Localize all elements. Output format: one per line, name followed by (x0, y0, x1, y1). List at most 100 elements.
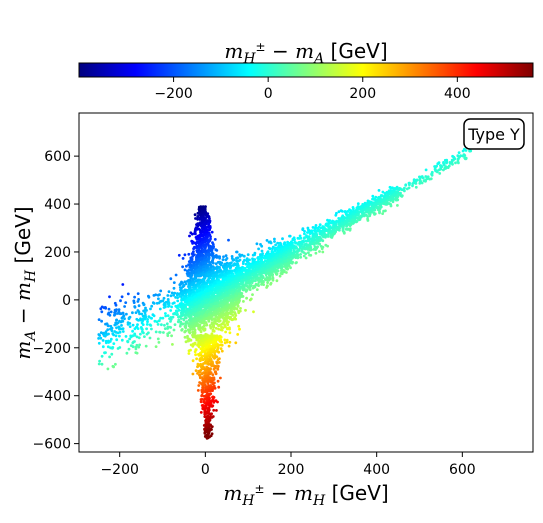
scatter-point (216, 289, 220, 293)
scatter-point (385, 190, 389, 194)
scatter-point (258, 263, 262, 267)
scatter-point (288, 261, 292, 264)
scatter-point (391, 200, 395, 204)
scatter-point (204, 295, 208, 298)
scatter-point (382, 195, 386, 199)
colorbar-tick-label: −200 (154, 86, 192, 102)
scatter-point (110, 326, 114, 330)
scatter-point (222, 280, 225, 284)
scatter-point (356, 213, 360, 217)
scatter-point (292, 236, 296, 240)
scatter-point (285, 243, 288, 247)
scatter-point (237, 277, 240, 280)
scatter-point (240, 294, 244, 298)
scatter-point (289, 266, 292, 270)
scatter-point (197, 312, 201, 316)
scatter-point (248, 288, 252, 291)
scatter-point (259, 279, 263, 283)
scatter-point (274, 261, 278, 265)
scatter-point (106, 345, 110, 349)
scatter-point (366, 219, 370, 222)
scatter-point (144, 313, 147, 317)
scatter-point (124, 301, 128, 304)
scatter-point (329, 229, 333, 233)
scatter-point (97, 333, 101, 336)
scatter-point (217, 293, 220, 297)
scatter-point (134, 351, 138, 354)
scatter-point (155, 320, 159, 324)
scatter-point (244, 262, 248, 266)
scatter-point (268, 275, 272, 278)
scatter-point (245, 259, 249, 262)
scatter-point (368, 200, 371, 204)
scatter-point (110, 329, 114, 333)
scatter-point (196, 215, 200, 219)
scatter-point (236, 333, 240, 336)
scatter-point (217, 327, 221, 331)
scatter-point (252, 269, 255, 273)
scatter-point (98, 359, 101, 363)
scatter-point (357, 205, 361, 209)
scatter-point (201, 289, 204, 292)
scatter-point (208, 315, 211, 319)
scatter-point (279, 250, 283, 254)
scatter-point (127, 317, 131, 321)
scatter-point (204, 314, 208, 317)
scatter-point (396, 194, 400, 197)
scatter-point (298, 241, 302, 244)
scatter-point (183, 288, 187, 292)
scatter-point (217, 317, 221, 321)
scatter-point (172, 281, 176, 284)
scatter-point (149, 307, 152, 311)
scatter-point (222, 255, 225, 259)
scatter-point (120, 295, 124, 299)
scatter-point (221, 288, 224, 292)
scatter-point (231, 295, 234, 299)
scatter-point (458, 155, 461, 159)
scatter-point (261, 276, 265, 280)
scatter-point (276, 269, 280, 273)
scatter-point (362, 208, 365, 212)
scatter-point (137, 304, 141, 308)
scatter-point (443, 167, 447, 171)
scatter-point (180, 328, 184, 331)
scatter-point (300, 242, 304, 246)
scatter-point (286, 245, 289, 249)
scatter-point (219, 303, 223, 307)
scatter-point (281, 237, 284, 241)
scatter-point (100, 310, 104, 314)
scatter-point (307, 235, 311, 238)
scatter-point (245, 296, 249, 300)
scatter-point (338, 219, 341, 223)
scatter-point (188, 234, 191, 238)
scatter-point (295, 252, 299, 256)
scatter-point (438, 172, 442, 175)
scatter-point (200, 315, 203, 319)
scatter-point (451, 154, 454, 158)
scatter-point (271, 267, 274, 271)
scatter-point (403, 189, 406, 193)
scatter-point (195, 305, 199, 308)
scatter-point (224, 297, 228, 301)
scatter-point (121, 283, 125, 286)
scatter-point (462, 153, 466, 157)
scatter-point (167, 301, 171, 305)
scatter-point (134, 345, 138, 349)
scatter-point (373, 202, 377, 206)
scatter-point (271, 275, 275, 279)
scatter-point (226, 321, 229, 325)
scatter-point (262, 266, 265, 270)
scatter-point (187, 301, 191, 304)
scatter-point (231, 313, 235, 317)
scatter-point (154, 345, 158, 348)
scatter-point (204, 261, 208, 265)
scatter-point (198, 304, 202, 308)
scatter-point (396, 204, 399, 207)
scatter-point (199, 320, 202, 324)
scatter-point (221, 301, 225, 305)
scatter-point (141, 317, 145, 321)
scatter-point (242, 300, 245, 303)
scatter-point (273, 247, 277, 251)
scatter-point (291, 260, 294, 264)
scatter-point (397, 191, 401, 195)
